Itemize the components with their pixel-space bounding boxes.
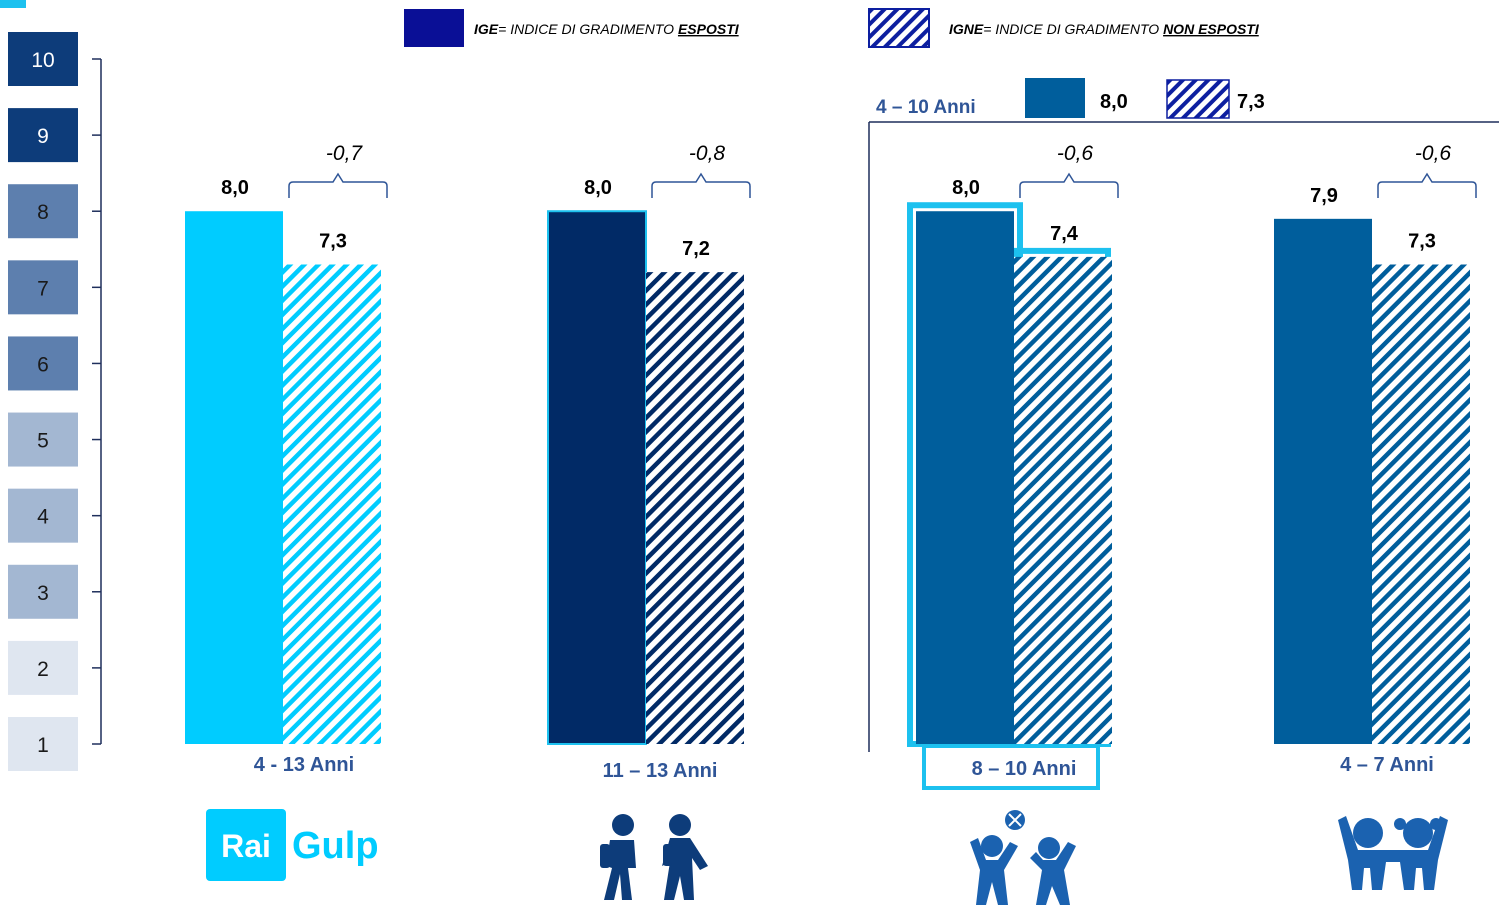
value-label-not-exposed-0: 7,3 [319, 231, 347, 253]
subgroup-swatch-exposed [1025, 78, 1085, 118]
scale-label-3: 3 [37, 582, 49, 605]
legend-label-not-exposed: IGNE= INDICE DI GRADIMENTO NON ESPOSTI [949, 21, 1260, 37]
subgroup-swatch-not-exposed [1166, 79, 1230, 119]
scale-box-9 [8, 108, 78, 163]
subgroup-label: 4 – 10 Anni [876, 97, 976, 118]
difference-label-1: -0,8 [689, 142, 726, 165]
scale-box-1 [8, 717, 78, 771]
category-label-2: 8 – 10 Anni [972, 758, 1077, 780]
difference-bracket-0 [288, 172, 388, 198]
rai-gulp-logo: Rai Gulp [206, 809, 379, 881]
scale-box-2 [8, 640, 78, 695]
bar-not-exposed-0 [283, 264, 381, 744]
rai-logo-box [206, 809, 286, 881]
legend-label-exposed: IGE= INDICE DI GRADIMENTO ESPOSTI [474, 21, 740, 37]
scale-label-9: 9 [37, 125, 49, 148]
value-label-exposed-1: 8,0 [584, 177, 612, 199]
legend: IGE= INDICE DI GRADIMENTO ESPOSTI IGNE= … [404, 8, 1260, 48]
scale-label-2: 2 [37, 658, 49, 681]
difference-bracket-3 [1377, 172, 1477, 198]
young-kids-icon [1338, 816, 1448, 890]
kids-playing-ball-icon [970, 810, 1076, 905]
scale-label-7: 7 [37, 277, 49, 300]
category-label-3: 4 – 7 Anni [1340, 754, 1434, 776]
subgroup-not-exposed-value: 7,3 [1237, 91, 1265, 113]
scale-box-7 [8, 260, 78, 315]
bar-exposed-0 [185, 211, 283, 744]
value-label-not-exposed-3: 7,3 [1408, 231, 1436, 253]
difference-label-3: -0,6 [1415, 142, 1452, 165]
scale-label-1: 1 [37, 734, 49, 757]
value-label-exposed-0: 8,0 [221, 177, 249, 199]
rai-logo-text: Rai [221, 828, 271, 864]
gulp-logo-text: Gulp [292, 825, 379, 867]
y-axis [92, 58, 102, 745]
difference-label-2: -0,6 [1057, 142, 1094, 165]
bars: 8,0 7,3 -0,7 4 - 13 Anni 8,0 7,2 -0,8 11 – 13 A… [185, 142, 1477, 790]
value-label-exposed-3: 7,9 [1310, 185, 1338, 207]
scale-label-5: 5 [37, 430, 49, 453]
scale-label-6: 6 [37, 353, 49, 376]
value-label-exposed-2: 8,0 [952, 177, 980, 199]
category-highlight-box [922, 744, 1100, 790]
scale-box-5 [8, 412, 78, 467]
subgroup-box: 4 – 10 Anni 8,0 7,3 [868, 78, 1499, 752]
scale-box-10 [8, 32, 78, 86]
legend-swatch-exposed [404, 9, 464, 47]
corner-tab [0, 0, 26, 8]
scale-box-6 [8, 336, 78, 391]
bar-exposed-3 [1274, 218, 1372, 745]
bar-not-exposed-2 [1014, 256, 1112, 744]
scale-box-8 [8, 184, 78, 239]
bar-exposed-1 [547, 210, 647, 745]
bar-not-exposed-3 [1372, 264, 1470, 744]
value-label-not-exposed-1: 7,2 [682, 238, 710, 260]
value-label-not-exposed-2: 7,4 [1050, 223, 1079, 245]
subgroup-exposed-value: 8,0 [1100, 91, 1128, 113]
scale-box-4 [8, 488, 78, 543]
scale-box-3 [8, 564, 78, 619]
difference-bracket-1 [651, 172, 751, 198]
scale-label-10: 10 [31, 49, 54, 72]
category-label-1: 11 – 13 Anni [603, 760, 718, 782]
scale-label-8: 8 [37, 201, 49, 224]
difference-label-0: -0,7 [326, 142, 364, 165]
rating-scale: 10 9 8 7 6 5 4 3 2 1 [8, 32, 78, 771]
category-label-0: 4 - 13 Anni [254, 754, 354, 776]
teenagers-icon [600, 814, 708, 900]
difference-bracket-2 [1019, 172, 1119, 198]
bar-not-exposed-1 [646, 272, 744, 744]
bar-exposed-2 [916, 211, 1014, 744]
scale-label-4: 4 [37, 506, 49, 529]
legend-swatch-not-exposed [868, 8, 930, 48]
